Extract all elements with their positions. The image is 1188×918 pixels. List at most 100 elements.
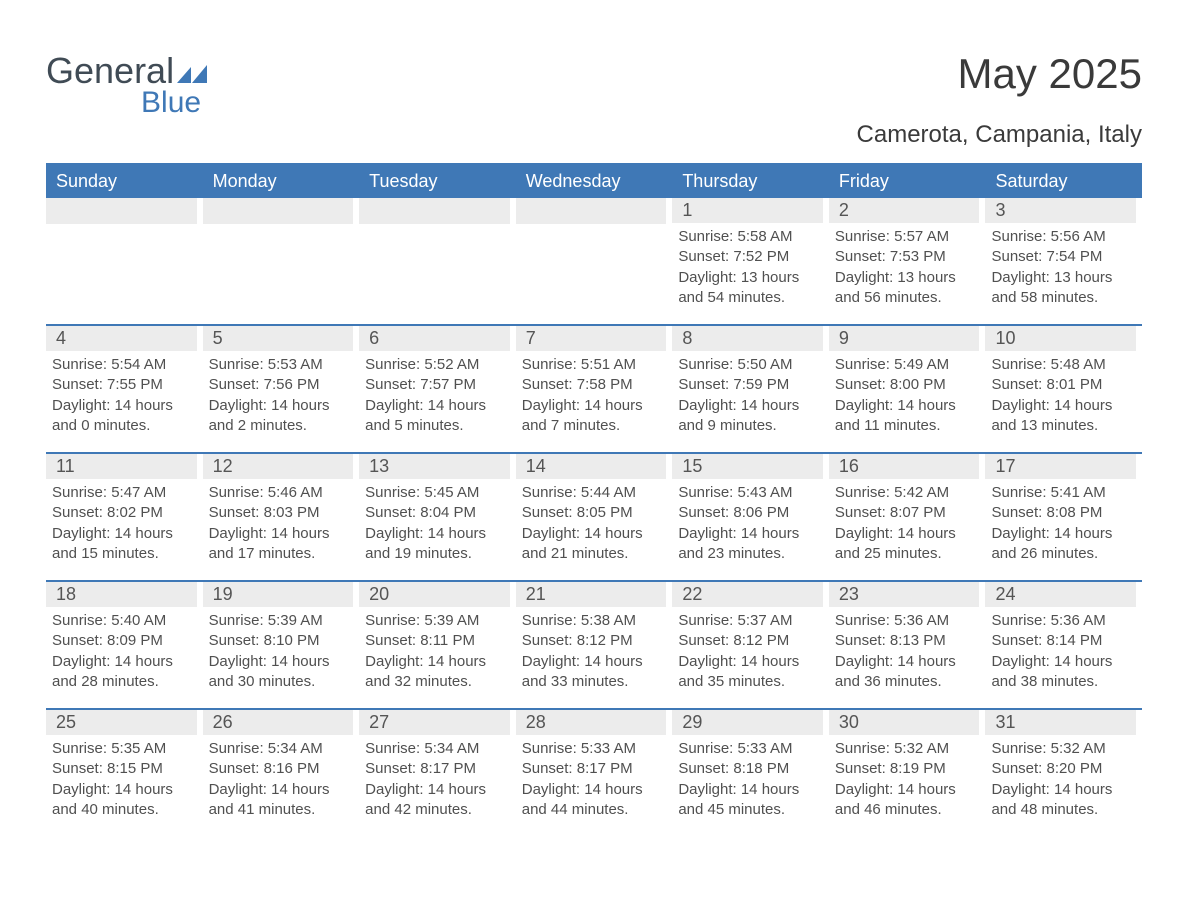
sunrise-line: Sunrise: 5:33 AM xyxy=(678,739,823,759)
day-cell: 5Sunrise: 5:53 AMSunset: 7:56 PMDaylight… xyxy=(203,326,360,452)
sunrise-line: Sunrise: 5:47 AM xyxy=(52,483,197,503)
sunset-line: Sunset: 8:15 PM xyxy=(52,759,197,779)
daylight-line: Daylight: 14 hours and 35 minutes. xyxy=(678,652,823,693)
sunrise-line: Sunrise: 5:41 AM xyxy=(991,483,1136,503)
week-row: 18Sunrise: 5:40 AMSunset: 8:09 PMDayligh… xyxy=(46,580,1142,708)
day-details: Sunrise: 5:32 AMSunset: 8:20 PMDaylight:… xyxy=(985,739,1136,820)
daylight-line: Daylight: 14 hours and 30 minutes. xyxy=(209,652,354,693)
daylight-line: Daylight: 13 hours and 58 minutes. xyxy=(991,268,1136,309)
week-row: 4 Sunrise: 5:54 AMSunset: 7:55 PMDaylight… xyxy=(46,324,1142,452)
daylight-line: Daylight: 14 hours and 36 minutes. xyxy=(835,652,980,693)
day-number: 30 xyxy=(829,710,980,735)
daylight-line: Daylight: 14 hours and 11 minutes. xyxy=(835,396,980,437)
sunset-line: Sunset: 8:11 PM xyxy=(365,631,510,651)
day-cell xyxy=(516,198,673,324)
day-number: 16 xyxy=(829,454,980,479)
weekday-header: Saturday xyxy=(985,165,1142,198)
location-subtitle: Camerota, Campania, Italy xyxy=(46,121,1142,149)
day-cell: 23Sunrise: 5:36 AMSunset: 8:13 PMDayligh… xyxy=(829,582,986,708)
day-details: Sunrise: 5:51 AMSunset: 7:58 PMDaylight:… xyxy=(516,355,667,436)
day-details: Sunrise: 5:43 AMSunset: 8:06 PMDaylight:… xyxy=(672,483,823,564)
day-details: Sunrise: 5:53 AMSunset: 7:56 PMDaylight:… xyxy=(203,355,354,436)
sunrise-line: Sunrise: 5:36 AM xyxy=(991,611,1136,631)
day-cell xyxy=(359,198,516,324)
day-cell: 15Sunrise: 5:43 AMSunset: 8:06 PMDayligh… xyxy=(672,454,829,580)
day-details: Sunrise: 5:37 AMSunset: 8:12 PMDaylight:… xyxy=(672,611,823,692)
sunset-line: Sunset: 8:08 PM xyxy=(991,503,1136,523)
day-details: Sunrise: 5:36 AMSunset: 8:14 PMDaylight:… xyxy=(985,611,1136,692)
day-details: Sunrise: 5:39 AMSunset: 8:11 PMDaylight:… xyxy=(359,611,510,692)
day-number: 25 xyxy=(46,710,197,735)
sunset-line: Sunset: 8:07 PM xyxy=(835,503,980,523)
logo-blue-text: Blue xyxy=(141,92,201,113)
logo: General Blue xyxy=(46,50,207,113)
daylight-line: Daylight: 14 hours and 13 minutes. xyxy=(991,396,1136,437)
day-details: Sunrise: 5:40 AMSunset: 8:09 PMDaylight:… xyxy=(46,611,197,692)
day-number: 31 xyxy=(985,710,1136,735)
daylight-line: Daylight: 14 hours and 7 minutes. xyxy=(522,396,667,437)
day-number: 2 xyxy=(829,198,980,223)
day-details: Sunrise: 5:56 AMSunset: 7:54 PMDaylight:… xyxy=(985,227,1136,308)
sunset-line: Sunset: 8:01 PM xyxy=(991,375,1136,395)
daylight-line: Daylight: 14 hours and 23 minutes. xyxy=(678,524,823,565)
day-details: Sunrise: 5:34 AMSunset: 8:16 PMDaylight:… xyxy=(203,739,354,820)
sunrise-line: Sunrise: 5:48 AM xyxy=(991,355,1136,375)
sunrise-line: Sunrise: 5:42 AM xyxy=(835,483,980,503)
weekday-header: Thursday xyxy=(672,165,829,198)
day-number: 8 xyxy=(672,326,823,351)
sunrise-line: Sunrise: 5:34 AM xyxy=(365,739,510,759)
sunset-line: Sunset: 8:20 PM xyxy=(991,759,1136,779)
day-details: Sunrise: 5:49 AMSunset: 8:00 PMDaylight:… xyxy=(829,355,980,436)
daylight-line: Daylight: 14 hours and 46 minutes. xyxy=(835,780,980,821)
day-number: 18 xyxy=(46,582,197,607)
sunset-line: Sunset: 7:56 PM xyxy=(209,375,354,395)
week-row: 25 Sunrise: 5:35 AMSunset: 8:15 PMDayligh… xyxy=(46,708,1142,836)
calendar: SundayMondayTuesdayWednesdayThursdayFrid… xyxy=(46,163,1142,836)
daylight-line: Daylight: 14 hours and 5 minutes. xyxy=(365,396,510,437)
day-number: 4 xyxy=(46,326,197,351)
day-cell: 26 Sunrise: 5:34 AMSunset: 8:16 PMDayligh… xyxy=(203,710,360,836)
day-cell: 14Sunrise: 5:44 AMSunset: 8:05 PMDayligh… xyxy=(516,454,673,580)
day-cell: 22Sunrise: 5:37 AMSunset: 8:12 PMDayligh… xyxy=(672,582,829,708)
sunrise-line: Sunrise: 5:32 AM xyxy=(835,739,980,759)
daylight-line: Daylight: 14 hours and 21 minutes. xyxy=(522,524,667,565)
sunset-line: Sunset: 8:19 PM xyxy=(835,759,980,779)
day-cell: 8Sunrise: 5:50 AMSunset: 7:59 PMDaylight… xyxy=(672,326,829,452)
day-details: Sunrise: 5:38 AMSunset: 8:12 PMDaylight:… xyxy=(516,611,667,692)
sunrise-line: Sunrise: 5:32 AM xyxy=(991,739,1136,759)
day-number: 19 xyxy=(203,582,354,607)
sunrise-line: Sunrise: 5:38 AM xyxy=(522,611,667,631)
daylight-line: Daylight: 14 hours and 28 minutes. xyxy=(52,652,197,693)
sunset-line: Sunset: 8:18 PM xyxy=(678,759,823,779)
day-number: 26 xyxy=(203,710,354,735)
day-details: Sunrise: 5:42 AMSunset: 8:07 PMDaylight:… xyxy=(829,483,980,564)
daylight-line: Daylight: 14 hours and 32 minutes. xyxy=(365,652,510,693)
day-cell xyxy=(203,198,360,324)
day-cell: 10Sunrise: 5:48 AMSunset: 8:01 PMDayligh… xyxy=(985,326,1142,452)
day-number: 24 xyxy=(985,582,1136,607)
day-cell: 19Sunrise: 5:39 AMSunset: 8:10 PMDayligh… xyxy=(203,582,360,708)
day-cell: 30 Sunrise: 5:32 AMSunset: 8:19 PMDayligh… xyxy=(829,710,986,836)
sunrise-line: Sunrise: 5:40 AM xyxy=(52,611,197,631)
day-number: 27 xyxy=(359,710,510,735)
sunrise-line: Sunrise: 5:58 AM xyxy=(678,227,823,247)
daylight-line: Daylight: 14 hours and 26 minutes. xyxy=(991,524,1136,565)
day-cell: 11Sunrise: 5:47 AMSunset: 8:02 PMDayligh… xyxy=(46,454,203,580)
day-number: 9 xyxy=(829,326,980,351)
day-details: Sunrise: 5:36 AMSunset: 8:13 PMDaylight:… xyxy=(829,611,980,692)
daylight-line: Daylight: 13 hours and 56 minutes. xyxy=(835,268,980,309)
sunset-line: Sunset: 8:09 PM xyxy=(52,631,197,651)
day-number xyxy=(359,198,510,224)
day-details: Sunrise: 5:48 AMSunset: 8:01 PMDaylight:… xyxy=(985,355,1136,436)
day-details: Sunrise: 5:45 AMSunset: 8:04 PMDaylight:… xyxy=(359,483,510,564)
day-cell: 25 Sunrise: 5:35 AMSunset: 8:15 PMDayligh… xyxy=(46,710,203,836)
day-cell: 1Sunrise: 5:58 AMSunset: 7:52 PMDaylight… xyxy=(672,198,829,324)
sunrise-line: Sunrise: 5:39 AM xyxy=(365,611,510,631)
day-cell: 17Sunrise: 5:41 AMSunset: 8:08 PMDayligh… xyxy=(985,454,1142,580)
sunrise-line: Sunrise: 5:45 AM xyxy=(365,483,510,503)
sunset-line: Sunset: 8:12 PM xyxy=(678,631,823,651)
day-details: Sunrise: 5:35 AMSunset: 8:15 PMDaylight:… xyxy=(46,739,197,820)
day-details: Sunrise: 5:54 AMSunset: 7:55 PMDaylight:… xyxy=(46,355,197,436)
sunset-line: Sunset: 8:02 PM xyxy=(52,503,197,523)
day-number: 13 xyxy=(359,454,510,479)
